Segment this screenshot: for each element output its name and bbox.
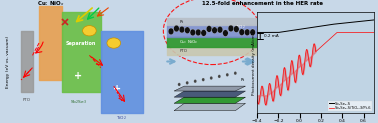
Sb₂Se₃-S (372, 19, 376, 21)
Sb₂Se₃-S (285, 30, 290, 32)
Circle shape (212, 27, 217, 34)
Sb₂Se₃-S (333, 23, 338, 25)
Circle shape (195, 29, 201, 36)
Sb₂Se₃-S (308, 27, 312, 28)
Circle shape (202, 78, 204, 81)
Legend: Sb₂Se₃-S, Sb₂Se₃-S/TiO₂-3/Pt-6: Sb₂Se₃-S, Sb₂Se₃-S/TiO₂-3/Pt-6 (328, 101, 372, 111)
Circle shape (174, 25, 179, 32)
Text: Pt: Pt (240, 78, 245, 82)
Circle shape (234, 26, 239, 32)
Polygon shape (174, 97, 246, 103)
Circle shape (250, 29, 256, 36)
Text: TiO$_2$: TiO$_2$ (116, 114, 127, 122)
Line: Sb₂Se₃-S: Sb₂Se₃-S (257, 20, 374, 32)
Text: 12.5-fold enhancement in the HER rate: 12.5-fold enhancement in the HER rate (202, 1, 323, 6)
Sb₂Se₃-S (343, 22, 347, 24)
Text: FTO: FTO (179, 49, 187, 53)
Circle shape (239, 29, 245, 36)
Text: 0.2 mA: 0.2 mA (265, 34, 279, 38)
Circle shape (201, 30, 206, 36)
Polygon shape (174, 91, 246, 97)
Sb₂Se₃-S/TiO₂-3/Pt-6 (285, 88, 290, 90)
Circle shape (218, 75, 221, 78)
Text: FTO: FTO (23, 98, 31, 102)
Circle shape (210, 76, 212, 80)
Text: Energy (eV vs. vacuum): Energy (eV vs. vacuum) (6, 35, 10, 88)
Polygon shape (174, 86, 246, 91)
Sb₂Se₃-S (276, 32, 280, 33)
Circle shape (206, 26, 212, 32)
Text: +: + (74, 71, 82, 81)
Circle shape (217, 26, 223, 33)
Sb₂Se₃-S/TiO₂-3/Pt-6 (276, 79, 280, 80)
Circle shape (223, 30, 228, 36)
Circle shape (168, 28, 174, 35)
Text: +: + (113, 84, 121, 94)
Sb₂Se₃-S/TiO₂-3/Pt-6 (324, 41, 328, 43)
Sb₂Se₃-S/TiO₂-3/Pt-6 (255, 99, 259, 100)
Circle shape (178, 83, 181, 86)
Polygon shape (174, 103, 246, 111)
Sb₂Se₃-S/TiO₂-3/Pt-6 (308, 66, 313, 67)
Text: Cu: NiO$_x$: Cu: NiO$_x$ (37, 0, 64, 8)
Sb₂Se₃-S/TiO₂-3/Pt-6 (372, 32, 376, 33)
Sb₂Se₃-S/TiO₂-3/Pt-6 (335, 32, 339, 33)
Circle shape (186, 81, 189, 85)
Circle shape (190, 29, 195, 36)
Sb₂Se₃-S/TiO₂-3/Pt-6 (343, 32, 348, 33)
Sb₂Se₃-S/TiO₂-3/Pt-6 (263, 104, 268, 106)
Y-axis label: Photocurrent density (mA/cm²): Photocurrent density (mA/cm²) (252, 31, 256, 95)
Circle shape (228, 25, 234, 32)
Line: Sb₂Se₃-S/TiO₂-3/Pt-6: Sb₂Se₃-S/TiO₂-3/Pt-6 (257, 32, 374, 105)
Circle shape (107, 38, 121, 48)
Sb₂Se₃-S (255, 32, 259, 33)
Text: Sb$_2$Se$_3$: Sb$_2$Se$_3$ (70, 98, 87, 106)
Circle shape (194, 80, 197, 83)
Text: Pt: Pt (179, 20, 183, 23)
Text: S: S (234, 29, 236, 33)
Circle shape (226, 73, 229, 76)
Text: TiO$_2$: TiO$_2$ (235, 24, 246, 31)
Circle shape (184, 27, 190, 34)
Sb₂Se₃-S (324, 24, 328, 26)
Circle shape (179, 26, 184, 33)
Text: Separation: Separation (66, 41, 96, 46)
Circle shape (82, 26, 96, 36)
Sb₂Se₃-S/TiO₂-3/Pt-6 (333, 33, 338, 35)
Circle shape (234, 72, 237, 75)
Text: Cu: NiO$_x$: Cu: NiO$_x$ (179, 38, 198, 46)
Circle shape (245, 29, 250, 36)
